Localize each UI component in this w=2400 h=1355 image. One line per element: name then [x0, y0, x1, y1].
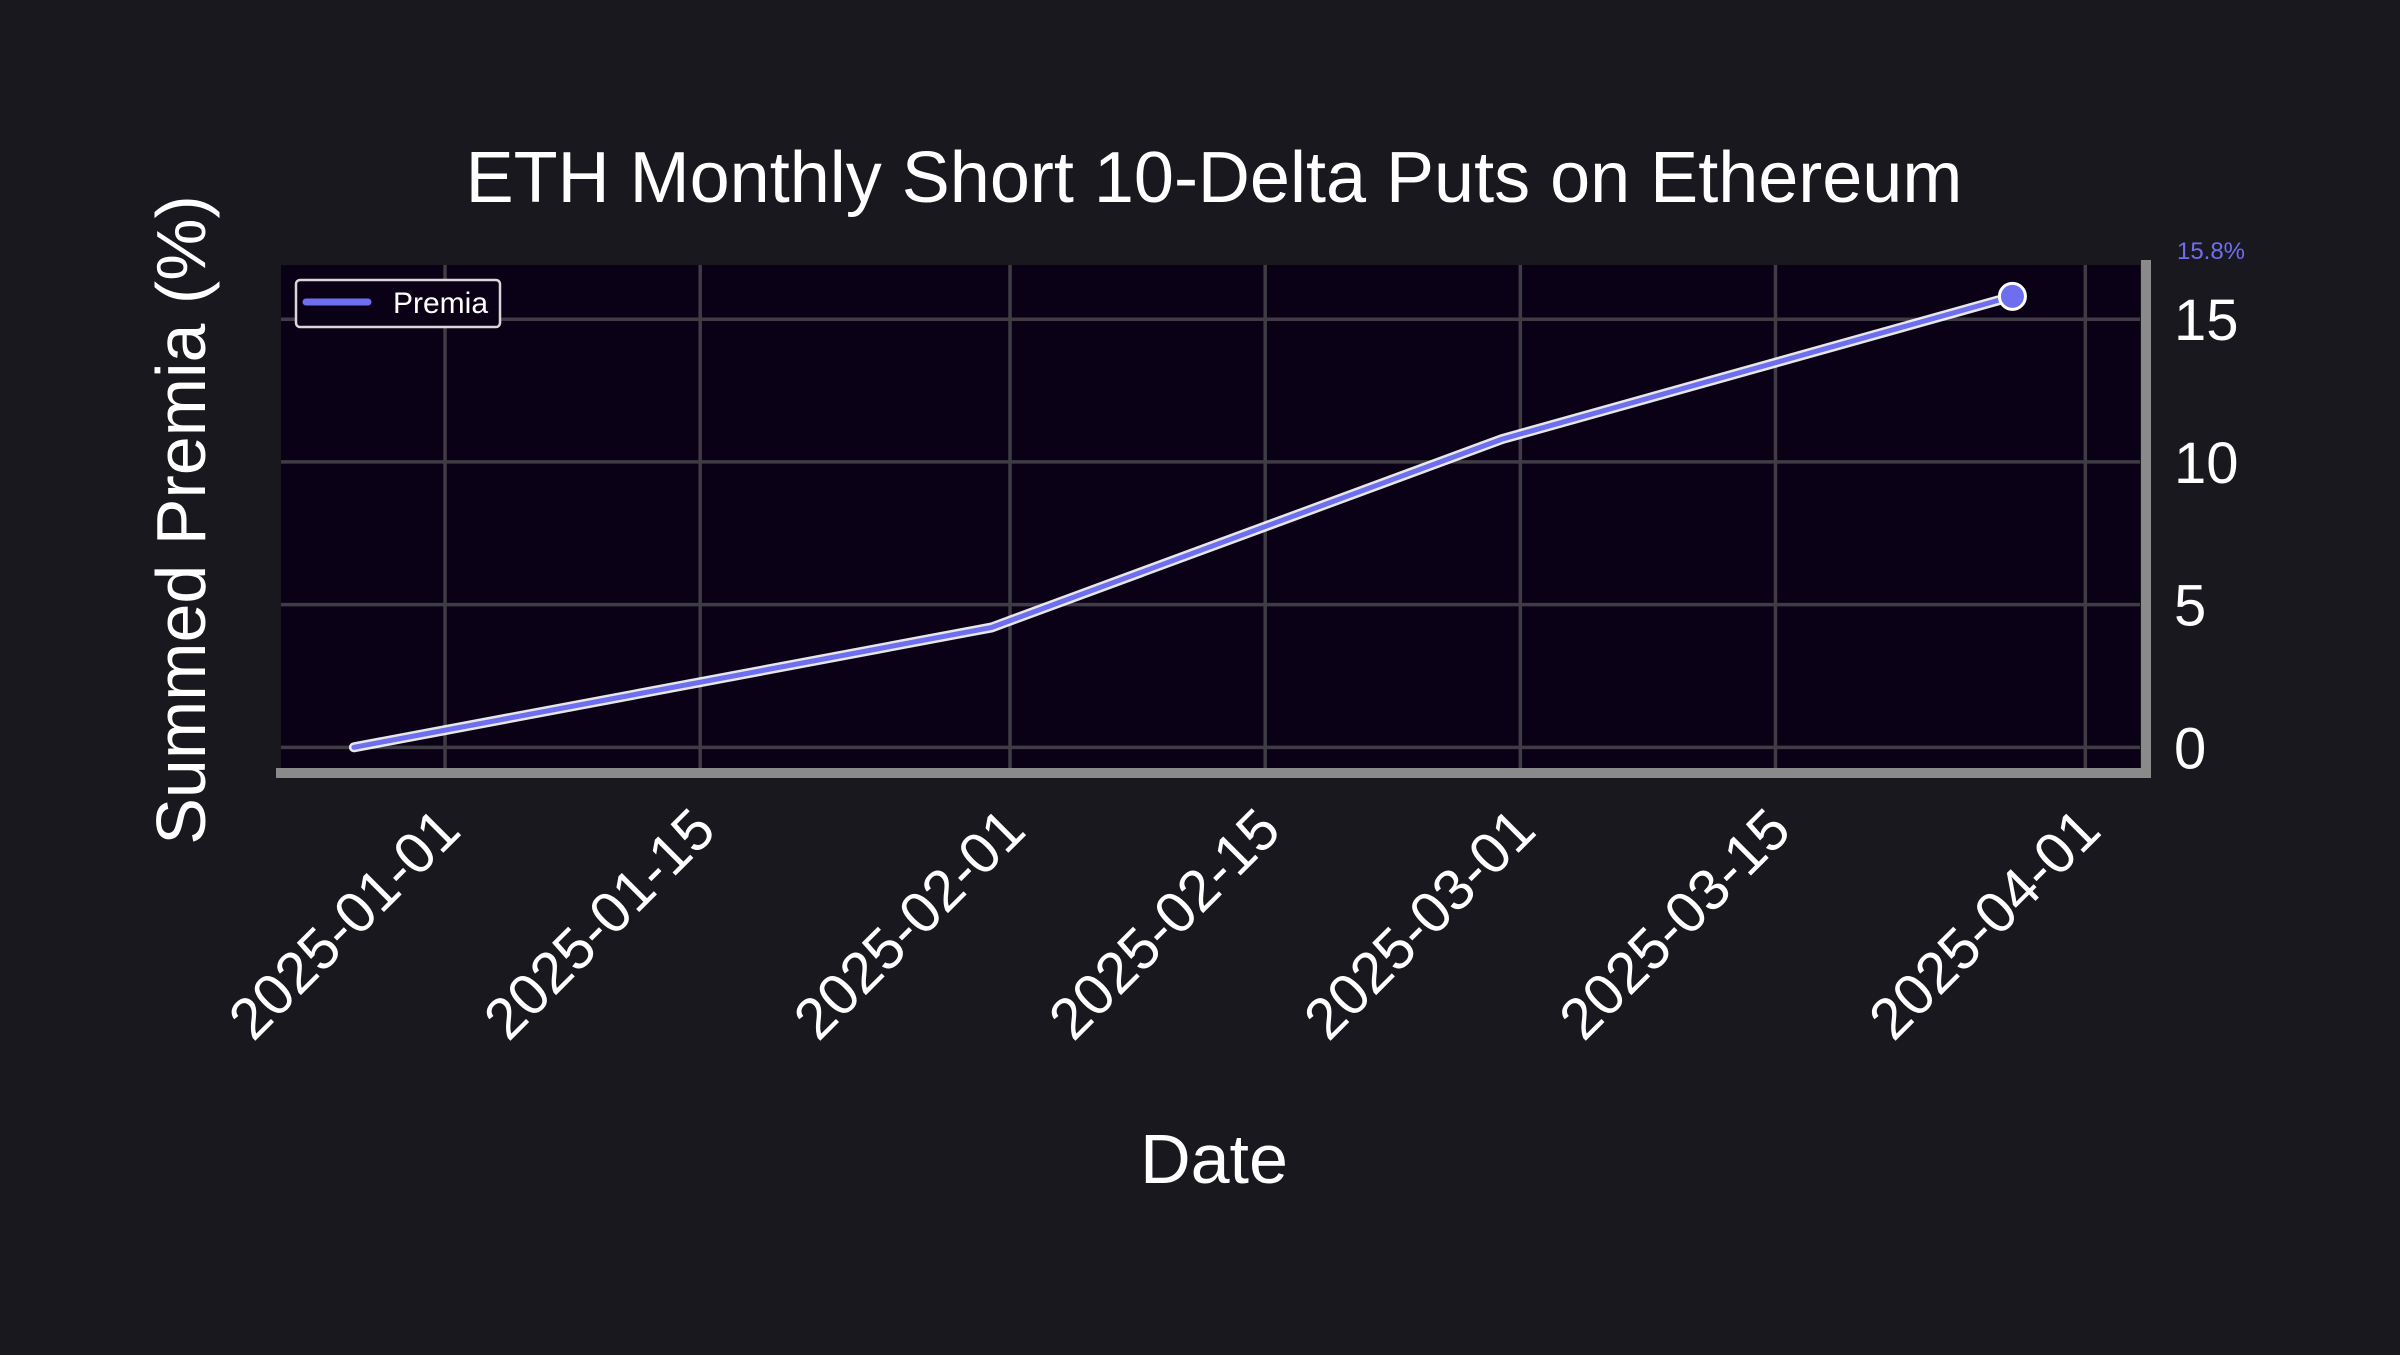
x-tick-label: 2025-02-01 [781, 796, 1037, 1052]
chart-title: ETH Monthly Short 10-Delta Puts on Ether… [466, 138, 1963, 218]
x-axis-label: Date [1140, 1120, 1288, 1198]
x-tick-label: 2025-01-15 [472, 796, 728, 1052]
x-tick-label: 2025-03-15 [1547, 796, 1803, 1052]
grid-layer [281, 265, 2140, 773]
legend-box [294, 278, 502, 329]
y-tick-label: 5 [2174, 574, 2206, 639]
legend-label: Premia [393, 287, 488, 320]
series-end-marker [1997, 281, 2027, 311]
x-tick-label: 2025-04-01 [1857, 796, 2113, 1052]
x-tick-label: 2025-02-15 [1037, 796, 1293, 1052]
y-tick-label: 0 [2174, 716, 2206, 781]
y-tick-label: 15 [2174, 288, 2239, 353]
y-tick-label: 10 [2174, 431, 2239, 496]
axis-spines [276, 260, 2151, 778]
x-tick-label: 2025-03-01 [1292, 796, 1548, 1052]
series-layer [348, 281, 2027, 753]
legend: Premia [294, 278, 502, 329]
series-line-premia [351, 293, 2015, 750]
last-value-label: 15.8% [2177, 238, 2245, 265]
x-tick-label: 2025-01-01 [216, 796, 472, 1052]
y-axis-label: Summed Premia (%) [142, 195, 220, 845]
